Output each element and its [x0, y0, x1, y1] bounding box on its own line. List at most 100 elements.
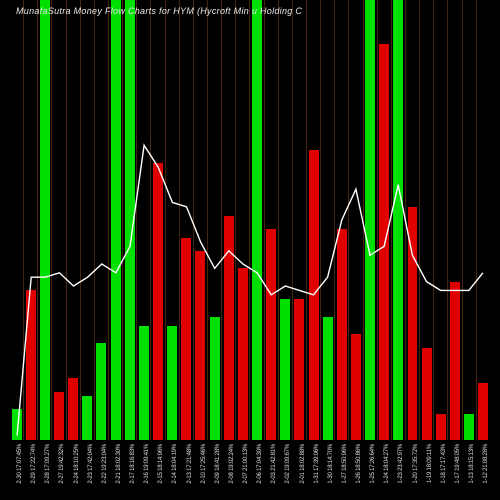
bar — [96, 343, 106, 440]
chart-column — [420, 0, 434, 440]
x-label: 2-30 17:07:45% — [10, 440, 24, 500]
x-label: 1-27 18:50:96% — [335, 440, 349, 500]
chart-column — [10, 0, 24, 440]
bar — [125, 0, 135, 440]
chart-column — [236, 0, 250, 440]
bar — [12, 409, 22, 440]
bar — [26, 290, 36, 440]
bar — [139, 326, 149, 440]
x-label: 2-23 17:42:04% — [81, 440, 95, 500]
x-label: 2-02 19:09:67% — [278, 440, 292, 500]
x-label: 2-08 19:02:24% — [222, 440, 236, 500]
x-label: 1-30 18:14:70% — [321, 440, 335, 500]
x-label: 2-09 18:41:28% — [208, 440, 222, 500]
chart-column — [477, 0, 490, 440]
chart-column — [463, 0, 477, 440]
chart-column — [208, 0, 222, 440]
bar — [422, 348, 432, 440]
bar — [153, 163, 163, 440]
x-label: 1-25 17:26:64% — [363, 440, 377, 500]
x-label: 2-29 17:22:74% — [24, 440, 38, 500]
x-label: 2-21 18:02:30% — [109, 440, 123, 500]
x-label: 1-23 23:42:97% — [391, 440, 405, 500]
chart-column — [293, 0, 307, 440]
x-label: 2-16 19:09:41% — [137, 440, 151, 500]
x-label: 1-13 18:15:13% — [462, 440, 476, 500]
bar — [68, 378, 78, 440]
chart-title: MunafaSutra Money Flow Charts for HYM (H… — [0, 6, 500, 16]
bar — [365, 0, 375, 440]
x-label: 2-15 18:14:96% — [151, 440, 165, 500]
bar — [351, 334, 361, 440]
bar — [252, 0, 262, 440]
chart-column — [38, 0, 52, 440]
chart-column — [448, 0, 462, 440]
bar — [464, 414, 474, 440]
bar — [54, 392, 64, 440]
chart-column — [151, 0, 165, 440]
chart-column — [109, 0, 123, 440]
chart-column — [95, 0, 109, 440]
x-axis-labels: 2-30 17:07:45%2-29 17:22:74%2-28 17:09:2… — [10, 440, 490, 500]
chart-column — [349, 0, 363, 440]
bar — [294, 299, 304, 440]
x-label: 2-07 21:00:13% — [236, 440, 250, 500]
x-label: 1-31 17:39:06% — [307, 440, 321, 500]
chart-column — [194, 0, 208, 440]
chart-column — [222, 0, 236, 440]
x-label: 1-17 19:48:05% — [448, 440, 462, 500]
chart-column — [321, 0, 335, 440]
x-label: 2-06 17:04:30% — [250, 440, 264, 500]
chart-column — [364, 0, 378, 440]
bar — [280, 299, 290, 440]
chart-column — [67, 0, 81, 440]
x-label: 1-24 18:04:27% — [377, 440, 391, 500]
x-label: 2-24 18:10:25% — [67, 440, 81, 500]
x-label: 2-14 18:04:19% — [165, 440, 179, 500]
chart-column — [166, 0, 180, 440]
x-label: 2-28 17:09:27% — [38, 440, 52, 500]
x-label: 1-20 17:35:72% — [406, 440, 420, 500]
bar — [379, 44, 389, 440]
bar — [111, 0, 121, 440]
x-label: 1-19 18:09:11% — [420, 440, 434, 500]
bar — [309, 150, 319, 440]
x-label: 2-13 17:21:48% — [180, 440, 194, 500]
chart-column — [279, 0, 293, 440]
chart-column — [123, 0, 137, 440]
bar — [238, 268, 248, 440]
bar — [195, 251, 205, 440]
chart-column — [137, 0, 151, 440]
bar — [266, 229, 276, 440]
chart-column — [335, 0, 349, 440]
x-label: 1-26 18:50:86% — [349, 440, 363, 500]
chart-column — [24, 0, 38, 440]
bar — [224, 216, 234, 440]
bar — [40, 0, 50, 440]
bar-chart-area — [10, 0, 490, 440]
x-label: 2-17 18:16:83% — [123, 440, 137, 500]
x-label: 2-10 17:25:46% — [194, 440, 208, 500]
chart-column — [265, 0, 279, 440]
x-label: 2-27 19:42:32% — [52, 440, 66, 500]
x-label: 2-03 21:42:81% — [264, 440, 278, 500]
bar — [181, 238, 191, 440]
bar — [436, 414, 446, 440]
chart-column — [81, 0, 95, 440]
chart-column — [180, 0, 194, 440]
chart-column — [250, 0, 264, 440]
bar — [408, 207, 418, 440]
bar — [167, 326, 177, 440]
chart-column — [406, 0, 420, 440]
x-label: 1-12 21:08:28% — [476, 440, 490, 500]
x-label: 2-22 19:23:04% — [95, 440, 109, 500]
chart-column — [52, 0, 66, 440]
x-label: 2-01 18:02:88% — [293, 440, 307, 500]
bar — [337, 229, 347, 440]
chart-column — [434, 0, 448, 440]
bar — [82, 396, 92, 440]
bar — [450, 282, 460, 440]
chart-column — [307, 0, 321, 440]
bar — [323, 317, 333, 440]
bar — [478, 383, 488, 440]
